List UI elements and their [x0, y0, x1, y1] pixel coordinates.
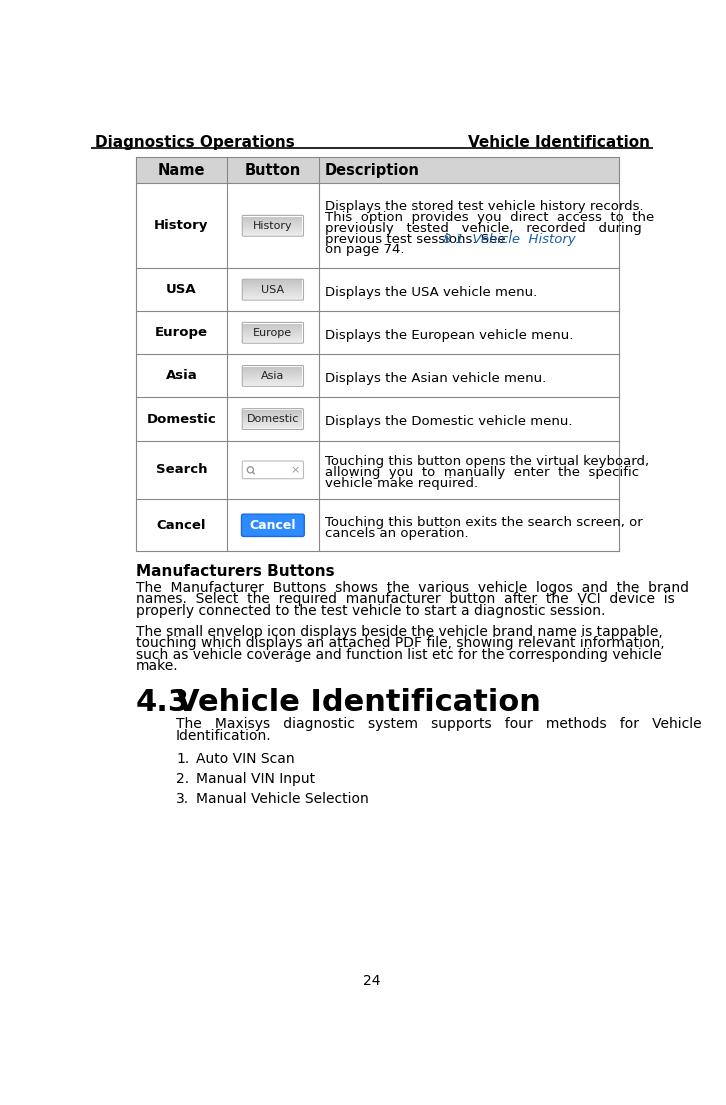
- Text: previous test sessions. See: previous test sessions. See: [325, 233, 510, 245]
- Text: ×: ×: [290, 465, 300, 475]
- Text: Asia: Asia: [261, 371, 285, 381]
- Text: make.: make.: [136, 660, 179, 673]
- Text: The   Maxisys   diagnostic   system   supports   four   methods   for   Vehicle: The Maxisys diagnostic system supports f…: [176, 717, 701, 732]
- Text: Description: Description: [325, 162, 420, 178]
- Text: 1.: 1.: [176, 753, 189, 767]
- FancyBboxPatch shape: [242, 514, 304, 536]
- Text: Displays the stored test vehicle history records.: Displays the stored test vehicle history…: [325, 200, 643, 213]
- Text: Vehicle Identification: Vehicle Identification: [176, 687, 541, 717]
- Text: on page 74.: on page 74.: [325, 243, 404, 256]
- Text: previously   tested   vehicle,   recorded   during: previously tested vehicle, recorded duri…: [325, 222, 642, 235]
- Text: 8.1  Vehicle  History: 8.1 Vehicle History: [443, 233, 575, 245]
- Text: Touching this button opens the virtual keyboard,: Touching this button opens the virtual k…: [325, 455, 649, 469]
- Text: USA: USA: [261, 285, 285, 295]
- Text: Auto VIN Scan: Auto VIN Scan: [196, 753, 295, 767]
- Text: Domestic: Domestic: [147, 412, 216, 425]
- Text: Button: Button: [245, 162, 301, 178]
- Text: USA: USA: [166, 283, 197, 296]
- Text: The small envelop icon displays beside the vehicle brand name is tappable,: The small envelop icon displays beside t…: [136, 624, 662, 639]
- Text: Search: Search: [155, 463, 207, 476]
- Text: 4.3: 4.3: [136, 687, 189, 717]
- Text: vehicle make required.: vehicle make required.: [325, 476, 478, 490]
- Text: Manual VIN Input: Manual VIN Input: [196, 772, 315, 787]
- Text: Displays the USA vehicle menu.: Displays the USA vehicle menu.: [325, 286, 537, 298]
- Text: The  Manufacturer  Buttons  shows  the  various  vehicle  logos  and  the  brand: The Manufacturer Buttons shows the vario…: [136, 581, 689, 594]
- Text: Manual Vehicle Selection: Manual Vehicle Selection: [196, 792, 369, 807]
- Text: 24: 24: [363, 975, 381, 988]
- FancyBboxPatch shape: [242, 461, 303, 478]
- Text: History: History: [253, 221, 293, 231]
- Text: Cancel: Cancel: [250, 519, 296, 532]
- Text: cancels an operation.: cancels an operation.: [325, 527, 468, 540]
- Text: 3.: 3.: [176, 792, 189, 807]
- Text: Asia: Asia: [166, 369, 197, 382]
- Bar: [136, 157, 619, 183]
- Text: Touching this button exits the search screen, or: Touching this button exits the search sc…: [325, 516, 643, 529]
- Text: Europe: Europe: [253, 328, 293, 338]
- Text: Name: Name: [158, 162, 205, 178]
- Text: Displays the Domestic vehicle menu.: Displays the Domestic vehicle menu.: [325, 415, 572, 429]
- Text: Diagnostics Operations: Diagnostics Operations: [94, 135, 294, 150]
- Text: Displays the Asian vehicle menu.: Displays the Asian vehicle menu.: [325, 372, 546, 385]
- Text: names.  Select  the  required  manufacturer  button  after  the  VCI  device  is: names. Select the required manufacturer …: [136, 592, 674, 607]
- Text: allowing  you  to  manually  enter  the  specific: allowing you to manually enter the speci…: [325, 466, 639, 478]
- Text: History: History: [154, 219, 208, 232]
- Text: Domestic: Domestic: [247, 414, 299, 424]
- Text: Identification.: Identification.: [176, 728, 272, 743]
- Text: Manufacturers Buttons: Manufacturers Buttons: [136, 564, 335, 579]
- Text: Displays the European vehicle menu.: Displays the European vehicle menu.: [325, 329, 573, 341]
- Text: This  option  provides  you  direct  access  to  the: This option provides you direct access t…: [325, 211, 654, 224]
- Text: touching which displays an attached PDF file, showing relevant information,: touching which displays an attached PDF …: [136, 636, 664, 650]
- Text: Europe: Europe: [155, 326, 208, 339]
- Text: Vehicle Identification: Vehicle Identification: [468, 135, 650, 150]
- Text: Cancel: Cancel: [157, 519, 206, 532]
- Text: properly connected to the test vehicle to start a diagnostic session.: properly connected to the test vehicle t…: [136, 603, 605, 618]
- Text: 2.: 2.: [176, 772, 189, 787]
- Text: such as vehicle coverage and function list etc for the corresponding vehicle: such as vehicle coverage and function li…: [136, 648, 661, 662]
